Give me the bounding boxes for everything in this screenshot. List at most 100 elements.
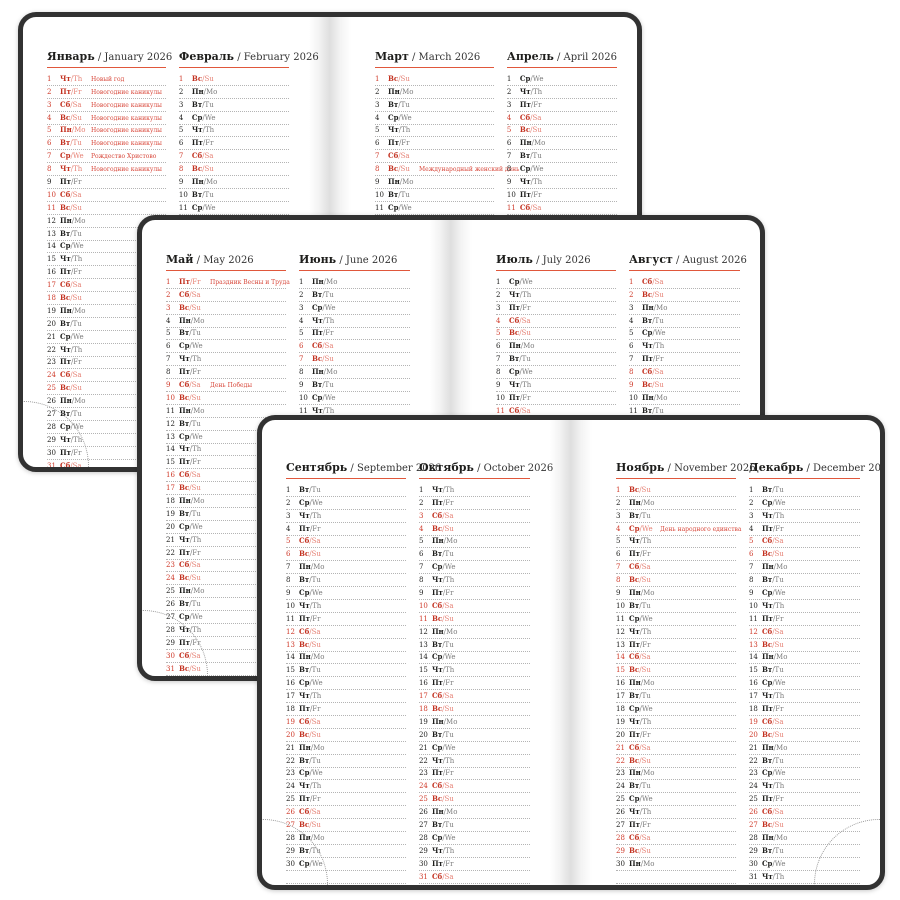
month-august: Август / August 2026 1 Сб/Sa 2 Вс/Su 3 Пн/Mo 4 В… [628, 248, 747, 431]
day-of-week: Ср/We [762, 588, 792, 597]
day-abbr-ru: Чт [509, 289, 520, 299]
day-abbr-en: /Fr [398, 139, 410, 148]
day-abbr-en: /Sa [202, 152, 214, 161]
day-abbr-en: /Th [309, 782, 322, 791]
day-row-october-30: 30 Пт/Fr [418, 858, 530, 871]
day-abbr-ru: Вт [761, 575, 773, 585]
day-abbr-en: /Mo [323, 368, 338, 377]
day-of-week: Вс/Su [642, 290, 672, 299]
day-of-week: Вс/Su [762, 820, 792, 829]
day-row-april-6: 6 Пн/Mo [506, 137, 617, 151]
day-row-october-25: 25 Вс/Su [418, 793, 530, 807]
day-row-february-11: 11 Ср/We [178, 202, 289, 215]
day-abbr-en: /Fr [442, 589, 454, 598]
day-abbr-ru: Чт [431, 484, 443, 494]
month-name-ru: Ноябрь [616, 461, 665, 474]
day-of-week: Чт/Th [60, 435, 90, 444]
day-abbr-en: /Th [639, 717, 652, 726]
day-of-week: Сб/Sa [60, 280, 90, 289]
month-december: Декабрь / December 2026 1 Вт/Tu 2 Ср/We 3 Чт/T… [748, 456, 880, 884]
day-row-october-6: 6 Вт/Tu [418, 548, 530, 562]
day-of-week: Пн/Mo [312, 367, 342, 376]
day-of-week: Вс/Su [179, 483, 209, 492]
day-of-week: Пн/Mo [520, 138, 550, 147]
day-abbr-ru: Пн [431, 536, 444, 546]
day-abbr-ru: Чт [629, 716, 640, 726]
day-abbr-ru: Пн [299, 562, 311, 572]
day-number: 25 [166, 587, 175, 596]
day-of-week: Сб/Sa [179, 380, 209, 389]
day-abbr-en: /Th [322, 316, 335, 325]
day-abbr-ru: Пт [311, 328, 323, 338]
day-number: 4 [47, 113, 52, 122]
day-abbr-en: /Mo [203, 178, 218, 187]
day-of-week: Пт/Fr [432, 678, 462, 687]
day-row-september-20: 20 Вс/Su [286, 729, 406, 742]
day-abbr-ru: Пн [641, 302, 654, 312]
day-number: 9 [286, 589, 291, 598]
day-row-october-21: 21 Ср/We [418, 742, 530, 755]
day-abbr-ru: Вт [311, 380, 323, 390]
day-of-week: Сб/Sa [432, 872, 462, 881]
day-row-january-12: 12 Пн/Mo [47, 215, 166, 228]
day-of-week: Пт/Fr [432, 498, 462, 507]
day-of-week: Ср/We [60, 241, 90, 250]
day-row-september-22: 22 Вт/Tu [286, 755, 406, 768]
day-row-march-7: 7 Сб/Sa [375, 150, 494, 164]
day-abbr-ru: Вт [299, 665, 310, 675]
day-number: 10 [506, 190, 516, 199]
day-abbr-ru: Ср [761, 497, 773, 507]
month-columns: Январь / January 2026 1 Чт/Th Новый год 2 Пт/… [47, 45, 319, 467]
day-row-september-12: 12 Сб/Sa [286, 626, 406, 639]
day-abbr-ru: Пт [509, 392, 520, 402]
day-of-week: Ср/We [179, 341, 209, 350]
day-abbr-en: /Fr [530, 100, 542, 109]
day-abbr-en: /We [322, 303, 336, 312]
day-abbr-ru: Пт [60, 177, 71, 187]
day-abbr-en: /Fr [519, 303, 531, 312]
spread-sep-dec: Сентябрь / September 2026 1 Вт/Tu 2 Ср/We 3 Чт… [257, 415, 885, 890]
day-row-december-1: 1 Вт/Tu [748, 484, 860, 497]
day-abbr-ru: Чт [60, 73, 71, 83]
day-abbr-ru: Пт [60, 447, 71, 457]
day-number: 12 [418, 627, 428, 636]
day-of-week: Вт/Tu [642, 406, 672, 415]
day-number: 1 [496, 277, 501, 286]
month-name-ru: Февраль [178, 50, 235, 63]
day-of-week: Пт/Fr [509, 303, 539, 312]
day-abbr-ru: Сб [179, 470, 190, 480]
day-abbr-en: /Mo [443, 537, 458, 546]
day-number: 28 [616, 833, 625, 842]
day-of-week: Вт/Tu [60, 229, 90, 238]
day-abbr-ru: Ср [60, 331, 71, 341]
day-row-may-30: 30 Сб/Sa [166, 650, 286, 663]
day-abbr-en: /We [772, 859, 786, 868]
holiday-label: Новогодние каникулы [91, 140, 162, 148]
day-abbr-ru: Вт [179, 328, 190, 338]
day-of-week: Пт/Fr [432, 859, 462, 868]
day-abbr-en: /We [442, 833, 456, 842]
day-row-may-5: 5 Вт/Tu [166, 328, 286, 341]
day-row-september-27: 27 Вс/Su [286, 819, 406, 833]
day-row-november-24: 24 Вт/Tu [616, 780, 736, 794]
day-abbr-ru: Вт [519, 151, 531, 161]
day-row-april-9: 9 Чт/Th [506, 176, 617, 190]
day-abbr-ru: Ср [60, 151, 71, 161]
day-abbr-ru: Чт [60, 434, 71, 444]
day-abbr-ru: Сб [179, 560, 190, 570]
day-abbr-ru: Пт [299, 704, 310, 714]
day-abbr-ru: Ср [761, 588, 773, 598]
day-number: 30 [418, 859, 428, 868]
day-abbr-en: /Sa [309, 808, 321, 817]
day-of-week: Сб/Sa [179, 651, 209, 660]
day-row-january-21: 21 Ср/We [47, 331, 166, 344]
day-row-december-2: 2 Ср/We [748, 497, 860, 510]
day-row-july-6: 6 Пн/Mo [496, 340, 616, 354]
day-abbr-en: /Fr [202, 139, 214, 148]
day-row-december-26: 26 Сб/Sa [748, 806, 860, 820]
day-number: 1 [178, 74, 184, 83]
day-row-march-2: 2 Пн/Mo [375, 86, 494, 99]
day-row-january-16: 16 Пт/Fr [47, 266, 166, 280]
day-number: 3 [748, 511, 754, 520]
